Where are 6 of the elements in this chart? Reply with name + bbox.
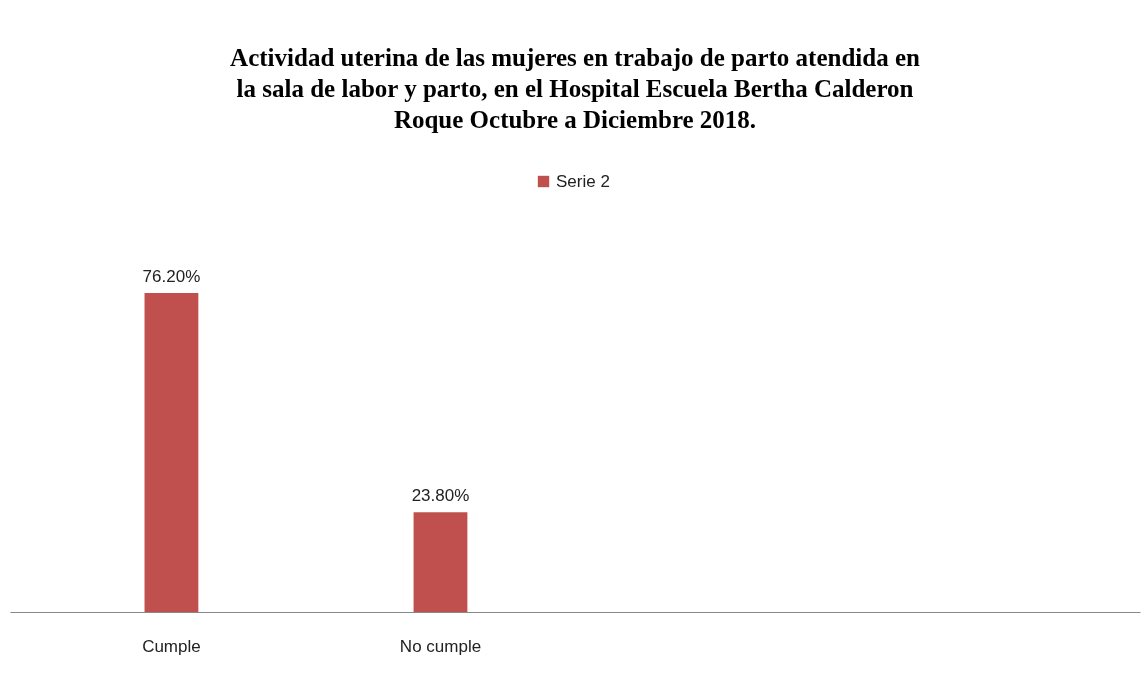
data-label: 76.20% [142, 267, 201, 286]
chart-title: Actividad uterina de las mujeres en trabajo de parto atendida en la sala de labor y parto, en el Hospital Escuela Bertha Calderon Roque Octubre a Diciembre 2018. [230, 44, 920, 133]
legend-label: Serie 2 [556, 171, 610, 191]
x-tick-label: Cumple [142, 636, 201, 656]
data-label: 23.80% [411, 486, 470, 506]
x-tick-label: No cumple [399, 636, 482, 656]
